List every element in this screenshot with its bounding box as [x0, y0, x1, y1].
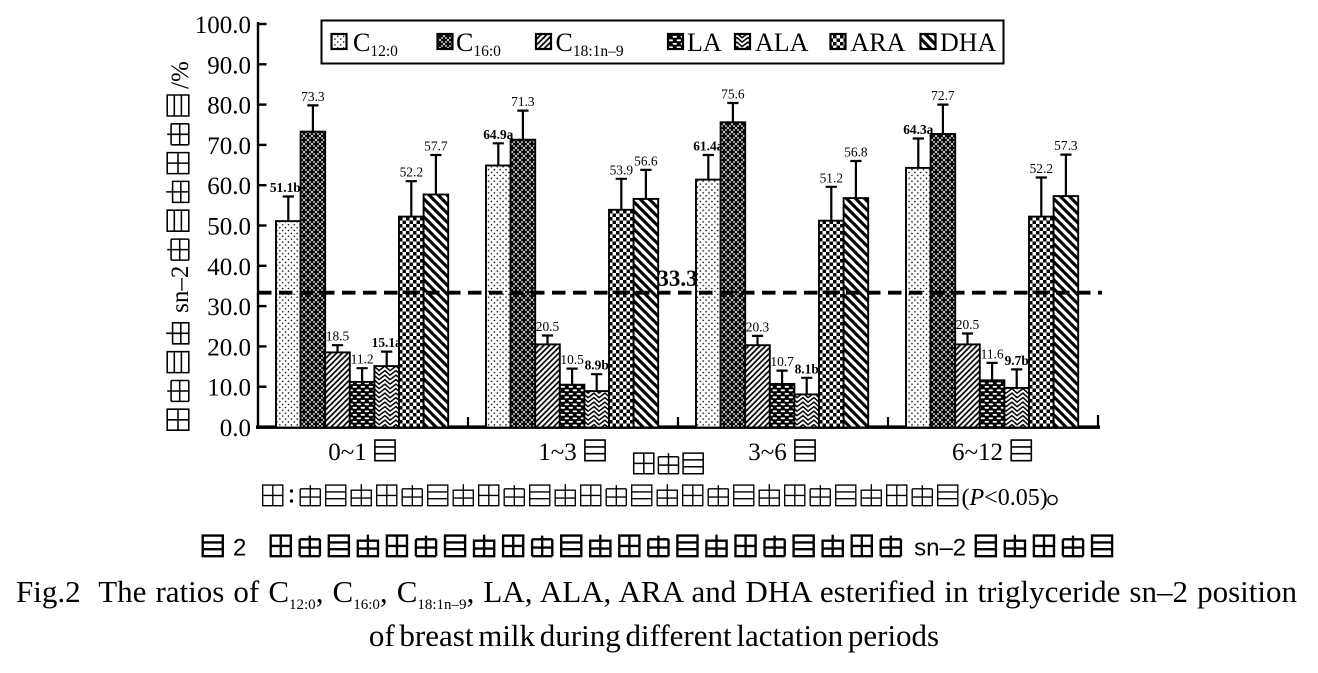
- svg-text:73.3: 73.3: [301, 89, 325, 104]
- svg-text:51.2: 51.2: [820, 170, 843, 185]
- svg-text:56.6: 56.6: [634, 153, 658, 168]
- svg-text:57.3: 57.3: [1054, 138, 1078, 153]
- svg-text:0~1: 0~1: [328, 439, 367, 466]
- svg-text:1~3: 1~3: [538, 439, 577, 466]
- svg-text:20.3: 20.3: [746, 319, 770, 334]
- svg-text:50.0: 50.0: [207, 214, 251, 241]
- svg-text:8.9b: 8.9b: [585, 358, 609, 373]
- svg-text:56.8: 56.8: [844, 145, 868, 160]
- svg-text:C12:0: C12:0: [353, 28, 398, 60]
- svg-text:75.6: 75.6: [721, 87, 745, 102]
- svg-text:72.7: 72.7: [931, 88, 955, 103]
- svg-text:11.6: 11.6: [981, 346, 1004, 361]
- svg-text:70.0: 70.0: [207, 133, 251, 160]
- svg-text:LA: LA: [687, 28, 722, 57]
- svg-text:0.0: 0.0: [220, 415, 251, 442]
- svg-text:10.0: 10.0: [207, 375, 251, 402]
- svg-text:15.1a: 15.1a: [372, 335, 402, 350]
- svg-text:90.0: 90.0: [207, 52, 251, 79]
- svg-text:C18:1n–9: C18:1n–9: [556, 28, 624, 60]
- svg-text:3~6: 3~6: [748, 439, 787, 466]
- svg-text:20.0: 20.0: [207, 334, 251, 361]
- svg-text:(P<0.05): (P<0.05): [962, 485, 1048, 511]
- svg-text:11.2: 11.2: [351, 352, 374, 367]
- svg-text:sn–2: sn–2: [914, 535, 966, 562]
- svg-text:64.3a: 64.3a: [903, 122, 933, 137]
- svg-text:ALA: ALA: [755, 28, 809, 57]
- svg-text:2: 2: [233, 535, 246, 562]
- svg-text:51.1b: 51.1b: [270, 180, 301, 195]
- svg-text:57.7: 57.7: [424, 139, 448, 154]
- svg-text:52.2: 52.2: [400, 165, 423, 180]
- svg-text:10.5: 10.5: [560, 352, 584, 367]
- svg-text:/%: /%: [167, 61, 194, 89]
- svg-text:33.3: 33.3: [657, 266, 697, 291]
- svg-text:18.5: 18.5: [326, 329, 350, 344]
- svg-text:sn–2: sn–2: [167, 266, 194, 313]
- svg-text:20.5: 20.5: [956, 317, 980, 332]
- svg-text:DHA: DHA: [940, 28, 997, 57]
- svg-text:100.0: 100.0: [195, 12, 251, 39]
- svg-text:71.3: 71.3: [511, 94, 535, 109]
- svg-text:80.0: 80.0: [207, 93, 251, 120]
- svg-text:30.0: 30.0: [207, 294, 251, 321]
- svg-text:ARA: ARA: [851, 28, 906, 57]
- svg-text:53.9: 53.9: [610, 162, 634, 177]
- svg-text:20.5: 20.5: [536, 319, 560, 334]
- svg-text:64.9a: 64.9a: [483, 127, 513, 142]
- svg-text:8.1b: 8.1b: [795, 361, 819, 376]
- svg-text:40.0: 40.0: [207, 254, 251, 281]
- svg-text:6~12: 6~12: [952, 439, 1003, 466]
- svg-text:61.4a: 61.4a: [693, 139, 723, 154]
- svg-text:60.0: 60.0: [207, 173, 251, 200]
- svg-text:10.7: 10.7: [770, 354, 794, 369]
- svg-text:9.7b: 9.7b: [1005, 353, 1029, 368]
- svg-text:52.2: 52.2: [1030, 161, 1053, 176]
